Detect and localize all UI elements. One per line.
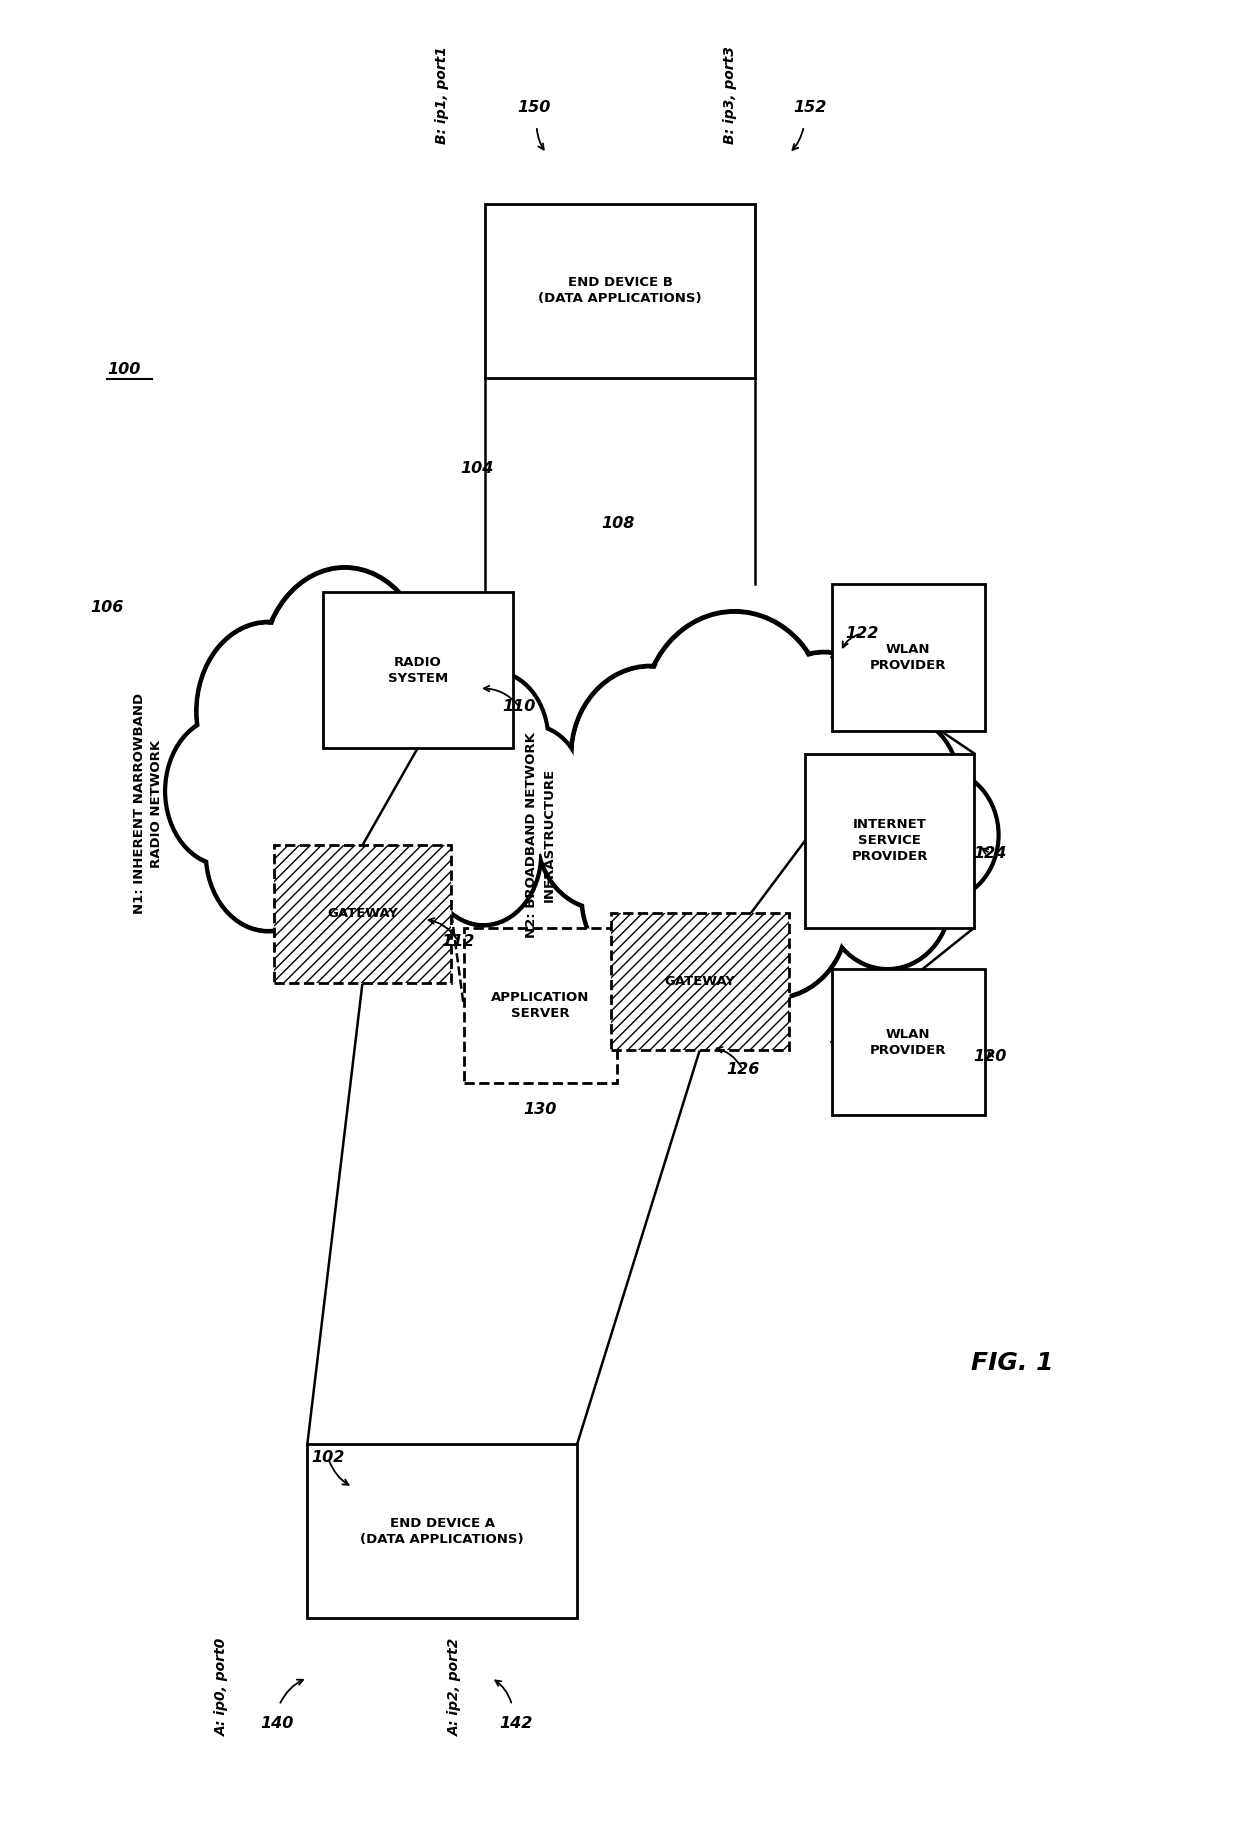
Ellipse shape <box>412 711 541 871</box>
Ellipse shape <box>360 607 494 775</box>
Text: A: ip2, port2: A: ip2, port2 <box>448 1637 461 1735</box>
Text: INTERNET
SERVICE
PROVIDER: INTERNET SERVICE PROVIDER <box>852 818 928 864</box>
Ellipse shape <box>480 727 583 855</box>
Text: 106: 106 <box>91 600 124 615</box>
Ellipse shape <box>698 735 877 936</box>
Ellipse shape <box>703 834 846 995</box>
Text: N2: BROADBAND NETWORK
INFRASTRUCTURE: N2: BROADBAND NETWORK INFRASTRUCTURE <box>526 733 556 938</box>
Bar <box>611 914 789 1050</box>
Ellipse shape <box>753 655 895 816</box>
Ellipse shape <box>605 735 785 936</box>
Ellipse shape <box>826 829 949 967</box>
Ellipse shape <box>572 666 729 845</box>
Ellipse shape <box>537 761 668 910</box>
Ellipse shape <box>883 770 998 901</box>
Text: 124: 124 <box>973 845 1007 860</box>
Text: B: ip1, port1: B: ip1, port1 <box>435 46 449 144</box>
Text: 122: 122 <box>844 626 878 641</box>
Text: 102: 102 <box>311 1451 345 1466</box>
Ellipse shape <box>206 775 330 930</box>
Ellipse shape <box>311 690 474 892</box>
Text: 142: 142 <box>498 1717 532 1732</box>
Ellipse shape <box>198 624 337 797</box>
Text: 120: 120 <box>973 1049 1007 1065</box>
Bar <box>322 593 512 748</box>
Ellipse shape <box>361 611 491 773</box>
Text: 140: 140 <box>260 1717 294 1732</box>
Text: 110: 110 <box>502 700 536 714</box>
Text: B: ip3, port3: B: ip3, port3 <box>723 46 738 144</box>
Bar <box>464 927 618 1084</box>
Text: GATEWAY: GATEWAY <box>665 975 735 988</box>
Ellipse shape <box>262 567 429 775</box>
Ellipse shape <box>808 753 951 916</box>
Ellipse shape <box>438 672 548 809</box>
Text: END DEVICE A
(DATA APPLICATIONS): END DEVICE A (DATA APPLICATIONS) <box>361 1517 525 1545</box>
Ellipse shape <box>696 731 879 940</box>
Ellipse shape <box>196 622 340 801</box>
Text: 130: 130 <box>523 1102 557 1117</box>
Text: 152: 152 <box>794 100 827 114</box>
Ellipse shape <box>428 785 539 923</box>
Text: 104: 104 <box>460 462 494 476</box>
Ellipse shape <box>316 790 445 951</box>
Ellipse shape <box>539 762 667 908</box>
Ellipse shape <box>750 652 898 820</box>
Text: APPLICATION
SERVER: APPLICATION SERVER <box>491 991 589 1021</box>
Text: 108: 108 <box>601 517 634 532</box>
Ellipse shape <box>226 687 393 895</box>
Ellipse shape <box>440 674 547 807</box>
Ellipse shape <box>208 779 329 929</box>
Ellipse shape <box>701 831 848 999</box>
Text: 150: 150 <box>517 100 551 114</box>
Bar <box>485 203 755 378</box>
Ellipse shape <box>582 820 719 975</box>
Bar <box>611 914 789 1050</box>
Ellipse shape <box>427 783 541 925</box>
Ellipse shape <box>167 718 283 864</box>
Bar <box>832 583 985 731</box>
Ellipse shape <box>839 718 957 851</box>
Bar <box>805 753 975 927</box>
Ellipse shape <box>574 668 727 842</box>
Ellipse shape <box>584 821 717 973</box>
Ellipse shape <box>645 615 825 818</box>
Ellipse shape <box>228 690 391 892</box>
Ellipse shape <box>603 731 787 940</box>
Ellipse shape <box>825 825 951 969</box>
Ellipse shape <box>884 772 997 899</box>
Text: WLAN
PROVIDER: WLAN PROVIDER <box>870 1028 946 1056</box>
Text: N1: INHERENT NARROWBAND
RADIO NETWORK: N1: INHERENT NARROWBAND RADIO NETWORK <box>133 694 162 914</box>
Ellipse shape <box>309 687 476 895</box>
Ellipse shape <box>264 570 425 773</box>
Bar <box>308 1444 577 1619</box>
Text: END DEVICE B
(DATA APPLICATIONS): END DEVICE B (DATA APPLICATIONS) <box>538 277 702 305</box>
Text: WLAN
PROVIDER: WLAN PROVIDER <box>870 642 946 672</box>
Text: FIG. 1: FIG. 1 <box>971 1351 1054 1375</box>
Ellipse shape <box>479 725 584 857</box>
Text: GATEWAY: GATEWAY <box>327 908 398 921</box>
Text: 112: 112 <box>441 934 475 949</box>
Bar <box>832 969 985 1115</box>
Ellipse shape <box>165 716 285 866</box>
Bar <box>274 845 451 982</box>
Ellipse shape <box>409 707 543 875</box>
Ellipse shape <box>837 716 959 853</box>
Text: A: ip0, port0: A: ip0, port0 <box>215 1637 228 1735</box>
Text: RADIO
SYSTEM: RADIO SYSTEM <box>388 655 448 685</box>
Ellipse shape <box>806 751 954 919</box>
Ellipse shape <box>314 786 448 954</box>
Bar <box>274 845 451 982</box>
Text: 100: 100 <box>108 362 141 377</box>
Text: 126: 126 <box>725 1061 759 1076</box>
Ellipse shape <box>642 611 827 820</box>
